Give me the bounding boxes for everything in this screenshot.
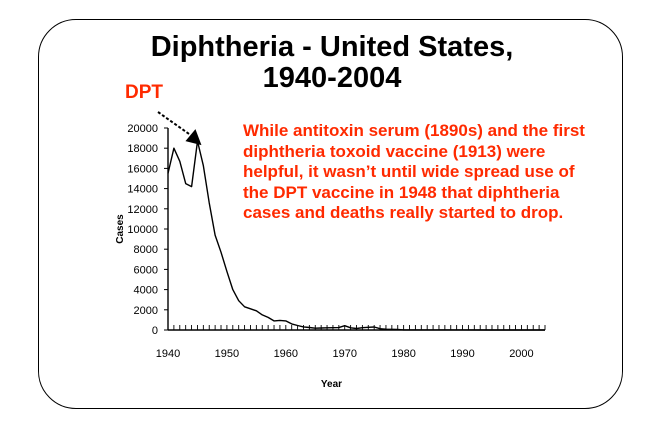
x-tick-label: 1940 bbox=[156, 348, 180, 360]
y-tick-label: 14000 bbox=[127, 184, 158, 196]
series-line bbox=[167, 140, 545, 331]
y-tick-label: 18000 bbox=[127, 143, 158, 155]
x-tick-label: 1970 bbox=[332, 348, 356, 360]
y-tick-label: 12000 bbox=[127, 204, 158, 216]
y-axis-title: Cases bbox=[115, 214, 126, 244]
y-tick-label: 2000 bbox=[134, 305, 158, 317]
y-tick-label: 10000 bbox=[127, 224, 158, 236]
x-tick-label: 1950 bbox=[215, 348, 239, 360]
y-tick-label: 6000 bbox=[134, 264, 158, 276]
annotation-text: While antitoxin serum (1890s) and the fi… bbox=[243, 121, 585, 223]
chart-title-line-2: 1940-2004 bbox=[262, 62, 402, 94]
dpt-arrow-shaft bbox=[157, 111, 195, 138]
y-tick-label: 8000 bbox=[134, 244, 158, 256]
x-tick-label: 1990 bbox=[450, 348, 474, 360]
dpt-arrow-head bbox=[185, 129, 202, 146]
x-axis-title: Year bbox=[321, 379, 342, 390]
y-tick-label: 0 bbox=[152, 325, 158, 337]
x-tick-label: 2000 bbox=[509, 348, 533, 360]
dpt-label: DPT bbox=[125, 82, 163, 103]
y-tick-label: 4000 bbox=[134, 285, 158, 297]
y-tick-label: 20000 bbox=[127, 123, 158, 135]
y-tick-label: 16000 bbox=[127, 163, 158, 175]
slide-frame bbox=[38, 19, 623, 409]
chart-title-line-1: Diphtheria - United States, bbox=[150, 31, 514, 63]
x-tick-label: 1960 bbox=[274, 348, 298, 360]
x-tick-label: 1980 bbox=[391, 348, 415, 360]
